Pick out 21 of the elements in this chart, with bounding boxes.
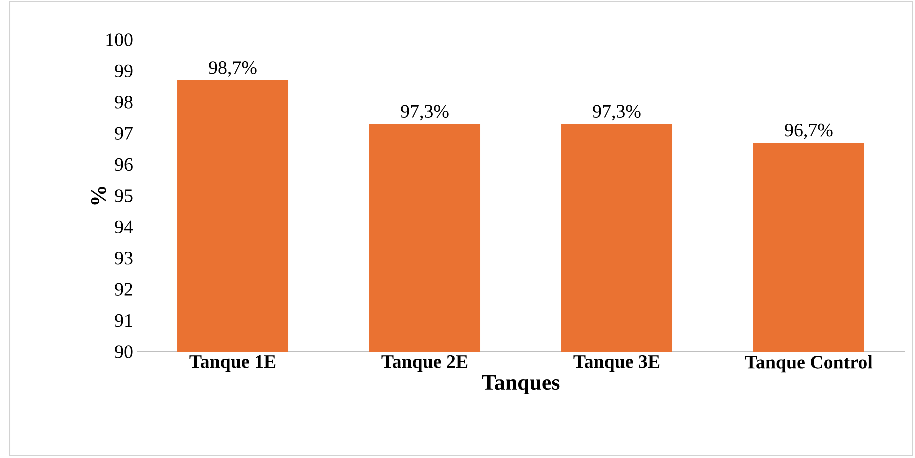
data-label: 97,3%	[401, 105, 449, 121]
x-tick-label: Tanque 3E	[574, 356, 660, 372]
data-label: 97,3%	[593, 105, 641, 121]
y-tick-label: 97	[115, 127, 133, 140]
y-tick-label: 100	[106, 34, 133, 46]
x-tick-label: Tanque 2E	[382, 356, 468, 372]
y-tick-label: 99	[115, 64, 133, 78]
x-tick-label: Tanque 1E	[190, 356, 276, 372]
x-axis-title: Tanques	[482, 376, 560, 395]
y-tick-label: 91	[115, 314, 132, 328]
y-axis-title: %	[91, 187, 106, 205]
x-tick-label: Tanque Control	[745, 356, 873, 373]
data-label: 96,7%	[785, 124, 833, 140]
y-tick-label: 90	[115, 346, 133, 358]
y-tick-label: 93	[115, 252, 133, 265]
y-tick-label: 96	[115, 158, 133, 172]
y-tick-label: 98	[115, 96, 133, 109]
data-label: 98,7%	[209, 62, 257, 78]
y-tick-label: 95	[115, 190, 133, 202]
y-tick-label: 92	[115, 283, 132, 296]
y-tick-label: 94	[115, 220, 134, 234]
